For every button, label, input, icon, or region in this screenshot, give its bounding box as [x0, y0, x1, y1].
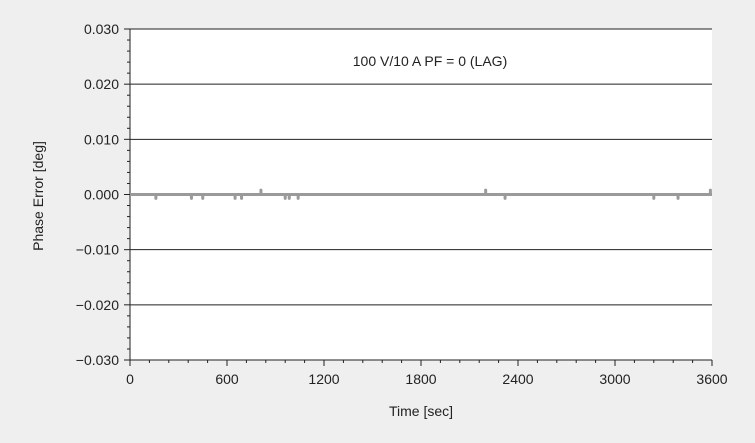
x-tick-label: 2400: [502, 371, 533, 387]
x-tick-label: 600: [215, 371, 239, 387]
tick-labels: 0.030 0.020 0.010 0.000 −0.010 −0.020 −0.030 0 6…: [76, 21, 728, 387]
x-axis-title: Time [sec]: [389, 403, 453, 419]
x-tick-label: 1800: [405, 371, 436, 387]
x-tick-label: 3600: [696, 371, 727, 387]
chart-annotation: 100 V/10 A PF = 0 (LAG): [353, 53, 507, 69]
axes: [124, 28, 713, 366]
y-tick-label: −0.010: [76, 242, 119, 258]
y-tick-label: 0.020: [84, 76, 119, 92]
y-tick-label: 0.010: [84, 131, 119, 147]
x-tick-label: 1200: [308, 371, 339, 387]
y-axis-title: Phase Error [deg]: [30, 141, 46, 251]
y-tick-label: −0.020: [76, 297, 119, 313]
x-tick-label: 0: [126, 371, 134, 387]
series-layer: [130, 188, 712, 200]
x-tick-label: 3000: [599, 371, 630, 387]
y-tick-label: 0.030: [84, 21, 119, 37]
y-tick-label: −0.030: [76, 352, 119, 368]
y-tick-label: 0.000: [84, 187, 119, 203]
